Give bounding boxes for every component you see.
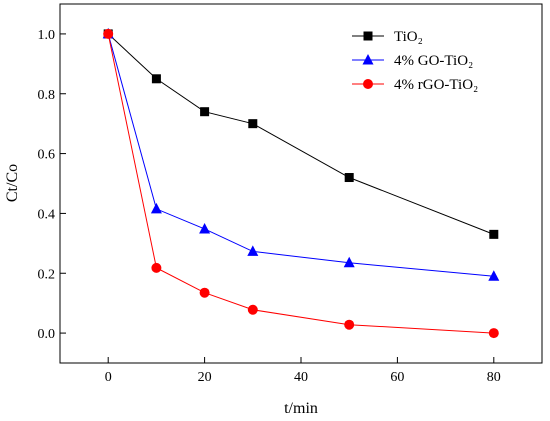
series-line: [107, 33, 494, 277]
y-tick-label: 0.8: [38, 88, 56, 103]
data-point: [488, 328, 499, 339]
data-point: [344, 319, 355, 330]
legend-label: TiO₂: [394, 29, 423, 45]
x-axis-label: t/min: [284, 400, 318, 417]
y-tick-label: 0.0: [38, 327, 56, 342]
series-2: [103, 28, 499, 339]
data-point: [343, 256, 355, 268]
data-point: [151, 262, 162, 273]
legend-marker: [363, 31, 373, 41]
x-tick-label: 0: [105, 370, 112, 385]
x-tick-label: 40: [294, 370, 308, 385]
data-point: [247, 245, 259, 256]
x-tick-label: 20: [198, 370, 212, 385]
data-point: [247, 304, 258, 315]
y-tick-label: 0.2: [38, 267, 56, 282]
legend-item: 4% rGO-TiO₂: [352, 77, 478, 93]
legend-item: TiO₂: [352, 29, 423, 45]
data-point: [103, 28, 114, 39]
data-point: [150, 202, 162, 214]
legend-item: 4% GO-TiO₂: [352, 53, 473, 69]
legend-marker: [362, 54, 374, 65]
y-tick-label: 0.4: [38, 207, 56, 222]
legend-marker: [363, 79, 373, 89]
legend-label: 4% rGO-TiO₂: [394, 77, 478, 93]
y-axis: 0.0 0.2 0.4 0.6 0.8 1.0: [38, 28, 66, 342]
data-point: [199, 222, 211, 234]
data-point: [248, 119, 258, 129]
series-layer: [102, 27, 500, 339]
legend-label: 4% GO-TiO₂: [394, 53, 473, 69]
legend: TiO₂ 4% GO-TiO₂ 4% rGO-TiO₂: [352, 29, 478, 93]
x-tick-label: 60: [390, 370, 404, 385]
series-line: [107, 33, 494, 334]
x-tick-label: 80: [487, 370, 501, 385]
y-tick-label: 1.0: [38, 28, 56, 43]
y-axis-label: Ct/Co: [4, 164, 21, 202]
data-point: [489, 229, 499, 239]
series-line: [107, 33, 494, 235]
data-point: [199, 287, 210, 298]
data-point: [151, 74, 161, 84]
y-tick-label: 0.6: [38, 148, 56, 163]
x-axis: 0 20 40 60 80: [105, 357, 501, 385]
data-point: [200, 107, 210, 117]
data-point: [488, 270, 500, 281]
data-point: [344, 173, 354, 183]
